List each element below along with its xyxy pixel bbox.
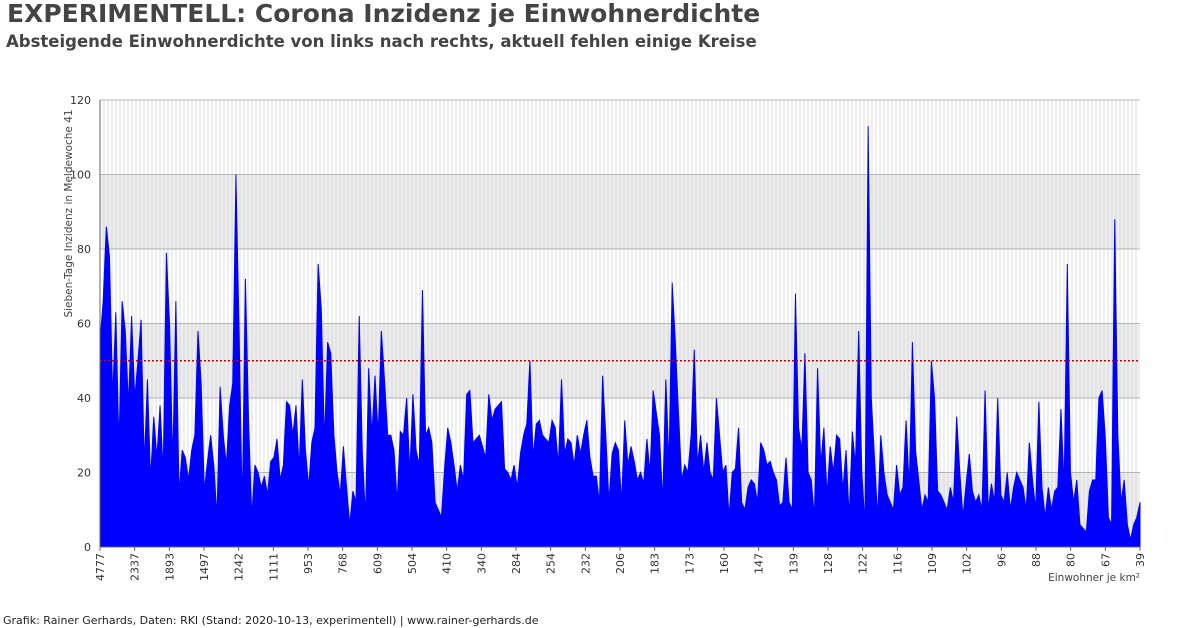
y-tick-label: 20 <box>77 467 91 480</box>
x-tick-label: 147 <box>753 553 766 574</box>
x-tick-label: 340 <box>475 553 488 574</box>
x-tick-label: 410 <box>441 553 454 574</box>
x-tick-label: 768 <box>337 553 350 574</box>
x-tick-labels: 4777 2337 1893 1497 1242 1111 953 768 609 504 410 3… <box>94 547 1147 581</box>
x-tick-label: 254 <box>545 553 558 574</box>
x-tick-label: 206 <box>614 553 627 574</box>
x-tick-label: 284 <box>510 553 523 574</box>
x-tick-label: 139 <box>787 553 800 574</box>
x-tick-label: 1242 <box>233 553 246 581</box>
footer-credits: Grafik: Rainer Gerhards, Daten: RKI (Sta… <box>3 614 539 627</box>
x-tick-label: 122 <box>857 553 870 574</box>
series-area <box>99 126 1141 548</box>
x-tick-label: 504 <box>406 553 419 574</box>
y-tick-label: 40 <box>77 392 91 405</box>
x-tick-label: 116 <box>891 553 904 574</box>
chart-subtitle: Absteigende Einwohnerdichte von links na… <box>6 32 757 51</box>
y-tick-label: 60 <box>77 318 91 331</box>
x-tick-label: 953 <box>302 553 315 574</box>
y-tick-labels: 0 20 40 60 80 100 120 <box>70 94 91 554</box>
x-tick-label: 2337 <box>129 553 142 581</box>
x-tick-label: 88 <box>1030 553 1043 567</box>
x-tick-label: 609 <box>371 553 384 574</box>
x-tick-label: 232 <box>579 553 592 574</box>
x-tick-label: 1111 <box>267 553 280 581</box>
x-tick-label: 80 <box>1065 553 1078 567</box>
x-tick-label: 39 <box>1134 553 1147 567</box>
y-tick-label: 80 <box>77 243 91 256</box>
x-tick-label: 67 <box>1099 553 1112 567</box>
x-tick-label: 1497 <box>198 553 211 581</box>
x-tick-label: 160 <box>718 553 731 574</box>
x-tick-label: 102 <box>961 553 974 574</box>
x-tick-label: 1893 <box>163 553 176 581</box>
series-0-area <box>99 126 1141 548</box>
x-tick-label: 173 <box>683 553 696 574</box>
x-tick-label: 183 <box>649 553 662 574</box>
y-tick-label: 120 <box>70 94 91 107</box>
x-tick-label: 4777 <box>94 553 107 581</box>
x-axis-label: Einwohner je km² <box>1048 572 1140 584</box>
x-tick-label: 109 <box>926 553 939 574</box>
y-tick-label: 0 <box>84 541 91 554</box>
y-axis-label: Sieben-Tage Inzidenz in Meldewoche 41 <box>63 109 75 317</box>
x-tick-label: 96 <box>995 553 1008 567</box>
chart-title: EXPERIMENTELL: Corona Inzidenz je Einwoh… <box>7 0 761 28</box>
y-tick-label: 100 <box>70 169 91 182</box>
x-tick-label: 128 <box>822 553 835 574</box>
